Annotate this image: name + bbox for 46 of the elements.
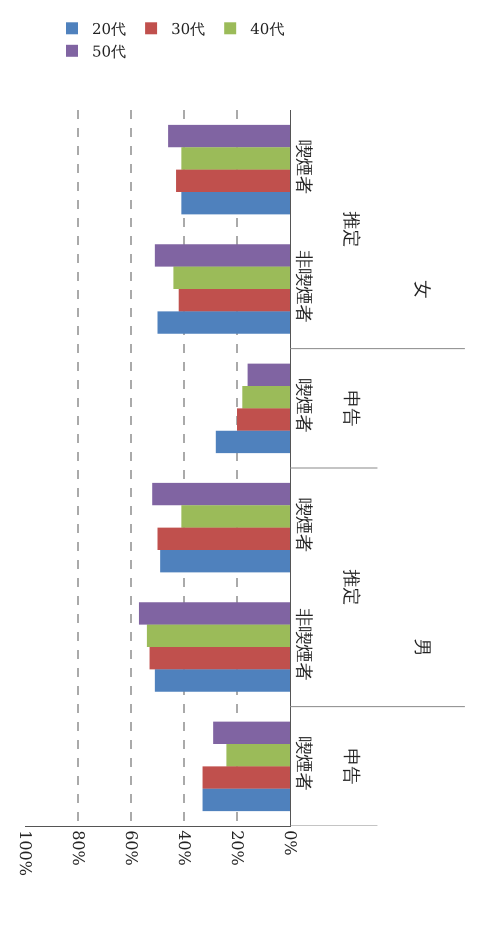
bar (158, 311, 290, 334)
legend-label: 50代 (92, 42, 126, 61)
bar (154, 669, 290, 692)
bar (181, 505, 290, 528)
bar (152, 482, 290, 506)
bar (154, 244, 290, 267)
text: 男 (412, 638, 432, 656)
bar (216, 430, 290, 454)
bar (202, 766, 290, 789)
y-tick-label: 喫煙者 (293, 736, 314, 791)
y-tick-label: 喫煙者 (293, 378, 314, 433)
bar (202, 788, 290, 812)
bar (146, 624, 290, 647)
x-tick-label: 60% (122, 830, 141, 866)
y-tick-label: 非喫煙者 (293, 250, 314, 322)
bar (226, 744, 290, 766)
y-tick-label: 非喫煙者 (293, 608, 314, 680)
legend-label: 20代 (92, 20, 126, 38)
x-tick-label: 80% (68, 830, 88, 866)
text: 申告 (340, 748, 362, 784)
x-tick-label: 40% (174, 830, 194, 866)
bar (237, 408, 290, 431)
text: 推定 (340, 569, 362, 606)
bar (181, 147, 290, 170)
y-tick-label: 喫煙者 (293, 498, 314, 552)
bar (173, 266, 290, 289)
text: 女 (412, 280, 432, 298)
text: 推定 (340, 211, 362, 248)
x-tick-label: 100% (16, 830, 35, 876)
bar (248, 364, 290, 386)
bar (138, 602, 290, 625)
bar (176, 170, 290, 192)
bar (150, 647, 290, 670)
legend-label: 40代 (250, 20, 284, 38)
bar (158, 528, 290, 550)
bar (181, 192, 290, 214)
x-tick-label: 20% (228, 830, 247, 866)
bar (168, 124, 290, 148)
bar (242, 386, 290, 408)
bar (213, 722, 290, 744)
text: 申告 (340, 390, 362, 426)
bar (160, 550, 290, 572)
legend-label: 30代 (171, 20, 206, 38)
bar (178, 289, 290, 312)
y-tick-label: 喫煙者 (293, 140, 314, 194)
x-tick-label: 0% (280, 830, 300, 856)
